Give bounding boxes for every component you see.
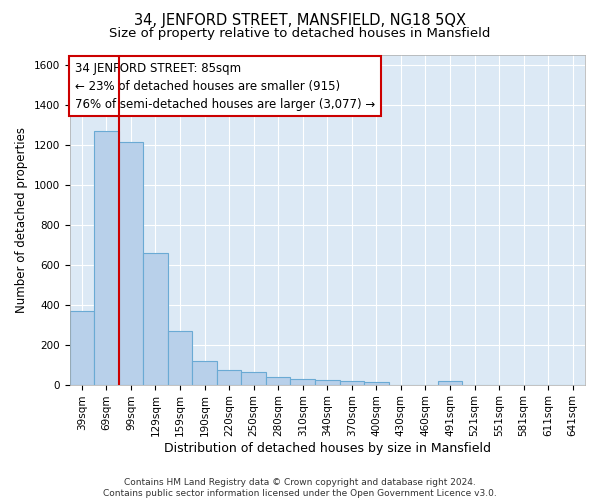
Text: Contains HM Land Registry data © Crown copyright and database right 2024.
Contai: Contains HM Land Registry data © Crown c…: [103, 478, 497, 498]
Text: 34, JENFORD STREET, MANSFIELD, NG18 5QX: 34, JENFORD STREET, MANSFIELD, NG18 5QX: [134, 12, 466, 28]
Bar: [340, 380, 364, 384]
Bar: [70, 310, 94, 384]
Text: Size of property relative to detached houses in Mansfield: Size of property relative to detached ho…: [109, 28, 491, 40]
Y-axis label: Number of detached properties: Number of detached properties: [15, 127, 28, 313]
Bar: [168, 330, 192, 384]
Bar: [143, 253, 168, 384]
Bar: [119, 142, 143, 384]
X-axis label: Distribution of detached houses by size in Mansfield: Distribution of detached houses by size …: [164, 442, 491, 455]
Bar: [266, 376, 290, 384]
Bar: [94, 131, 119, 384]
Bar: [217, 370, 241, 384]
Bar: [364, 382, 389, 384]
Text: 34 JENFORD STREET: 85sqm
← 23% of detached houses are smaller (915)
76% of semi-: 34 JENFORD STREET: 85sqm ← 23% of detach…: [74, 62, 375, 110]
Bar: [290, 378, 315, 384]
Bar: [192, 360, 217, 384]
Bar: [438, 380, 462, 384]
Bar: [315, 380, 340, 384]
Bar: [241, 372, 266, 384]
